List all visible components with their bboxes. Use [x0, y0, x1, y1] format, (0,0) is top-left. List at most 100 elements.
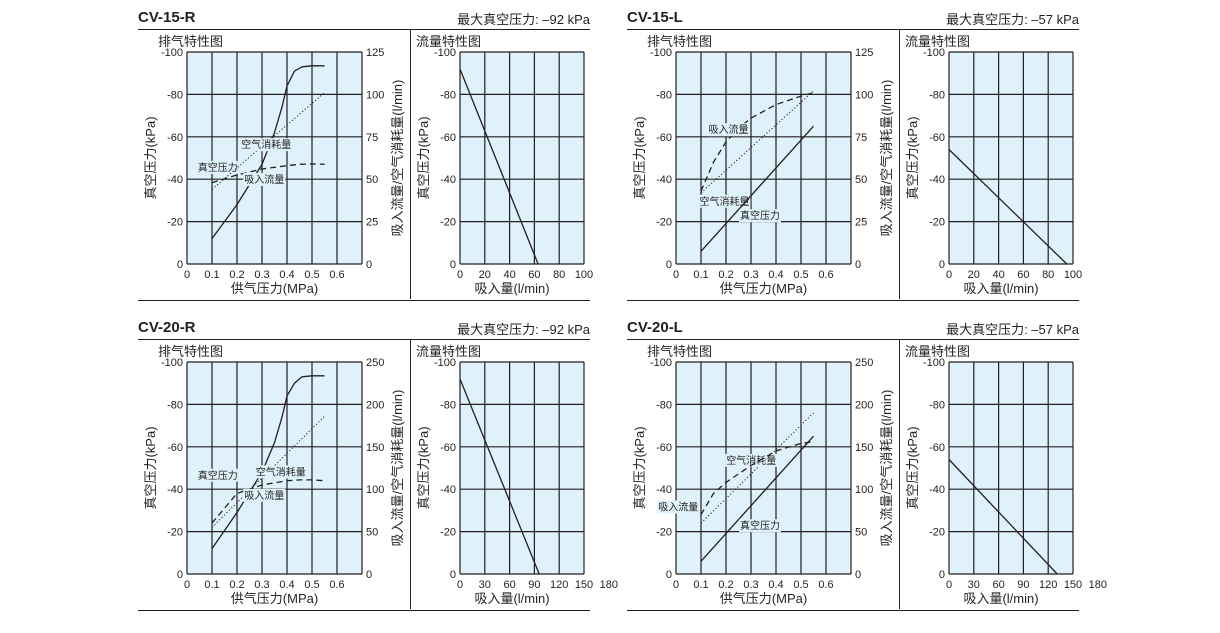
y2-tick-label: 100: [855, 89, 873, 101]
x-tick-label: 40: [503, 269, 515, 281]
series-label: 空气消耗量: [700, 195, 750, 208]
x-tick-label: 150: [575, 579, 593, 591]
plot-area: [460, 362, 584, 574]
y2-tick-label: 75: [855, 132, 867, 144]
y2-tick-label: 50: [855, 527, 867, 539]
exhaust-chart-title: 排气特性图: [158, 34, 224, 49]
series-line: [211, 92, 325, 190]
y-tick-label: -60: [656, 442, 672, 454]
y-tick-label: -80: [929, 89, 945, 101]
y-tick-label: -60: [656, 132, 672, 144]
y-tick-label: -40: [656, 484, 672, 496]
x-tick-label: 0.5: [304, 269, 319, 281]
x-tick-label: 30: [479, 579, 491, 591]
y-tick-label: -100: [161, 47, 183, 59]
y2-tick-label: 0: [366, 259, 372, 271]
x-tick-label: 0.3: [254, 579, 269, 591]
x-tick-label: 180: [600, 579, 618, 591]
panel-divider: [899, 29, 900, 299]
y-tick-label: -60: [167, 442, 183, 454]
y2-tick-label: 75: [366, 132, 378, 144]
x-tick-label: 0.6: [818, 579, 833, 591]
max-vacuum-label: 最大真空压力: –92 kPa: [457, 322, 590, 337]
series-label: 真空压力: [198, 469, 238, 482]
exhaust-chart-title: 排气特性图: [158, 344, 224, 359]
y-tick-label: -100: [434, 47, 456, 59]
panel-frame: [138, 29, 590, 301]
series-line: [700, 435, 814, 562]
x-tick-label: 90: [1017, 579, 1029, 591]
x-axis-title: 供气压力(MPa): [231, 591, 318, 606]
y-tick-label: -40: [440, 174, 456, 186]
y-tick-label: 0: [939, 259, 945, 271]
flow-chart-title: 流量特性图: [416, 34, 482, 49]
exhaust-chart-title: 排气特性图: [647, 34, 713, 49]
y-axis-title: 真空压力(kPa): [416, 426, 431, 509]
model-title: CV-20-L: [627, 319, 683, 336]
model-title: CV-15-R: [138, 9, 196, 26]
y2-axis-title: 吸入流量/空气消耗量(l/min): [390, 390, 405, 547]
series-label-bg: [698, 194, 751, 208]
y2-tick-label: 125: [366, 47, 384, 59]
series-label-bg: [195, 468, 238, 482]
max-vacuum-label: 最大真空压力: –57 kPa: [946, 12, 1079, 27]
series-label: 吸入流量: [658, 501, 698, 514]
y-tick-label: -100: [923, 357, 945, 369]
flow-chart: 0 -20 -40 -60 -80 -100 0 20 40 60 80 100 吸入量(l/min) 真…: [416, 47, 593, 296]
y-tick-label: -20: [656, 217, 672, 229]
series-label: 真空压力: [740, 209, 780, 222]
panel-cv15r: CV-15-R 最大真空压力: –92 kPa 排气特性图 流量特性图 0 -20…: [138, 9, 593, 301]
series-line: [459, 378, 540, 575]
x-axis-title: 供气压力(MPa): [231, 281, 318, 296]
series-label-bg: [739, 209, 781, 223]
y-tick-label: -80: [929, 399, 945, 411]
y2-tick-label: 100: [855, 484, 873, 496]
x-tick-label: 0: [184, 579, 190, 591]
y-tick-label: -80: [167, 399, 183, 411]
panel-cv20r: CV-20-R 最大真空压力: –92 kPa 排气特性图 流量特性图 0 -20…: [138, 319, 618, 611]
y-tick-label: 0: [177, 569, 183, 581]
plot-area: [676, 52, 851, 264]
series-line: [700, 441, 814, 515]
x-tick-label: 60: [1017, 269, 1029, 281]
y-axis-title: 真空压力(kPa): [905, 116, 920, 199]
y-tick-label: -60: [167, 132, 183, 144]
panel-frame: [138, 339, 590, 611]
y-tick-label: -80: [440, 399, 456, 411]
series-label-bg: [254, 465, 307, 479]
series-label-bg: [739, 519, 781, 533]
y-tick-label: -100: [923, 47, 945, 59]
series-line: [700, 412, 814, 524]
series-label: 空气消耗量: [726, 454, 776, 467]
x-tick-label: 0.3: [743, 269, 758, 281]
x-tick-label: 80: [553, 269, 565, 281]
x-tick-label: 0.2: [229, 269, 244, 281]
series-label: 吸入流量: [244, 489, 284, 502]
y-tick-label: 0: [666, 569, 672, 581]
x-tick-label: 30: [968, 579, 980, 591]
y-tick-label: -100: [434, 357, 456, 369]
y2-axis-title: 吸入流量/空气消耗量(l/min): [390, 80, 405, 237]
series-line: [211, 163, 325, 184]
x-tick-label: 0.1: [204, 269, 219, 281]
flow-chart-title: 流量特性图: [416, 344, 482, 359]
y2-tick-label: 250: [855, 357, 873, 369]
x-tick-label: 150: [1064, 579, 1082, 591]
series-line: [948, 149, 1068, 265]
y-tick-label: -20: [167, 527, 183, 539]
panel-cv15l: CV-15-L 最大真空压力: –57 kPa 排气特性图 流量特性图 0 -20…: [627, 9, 1082, 301]
y-tick-label: -20: [929, 527, 945, 539]
y-axis-title: 真空压力(kPa): [632, 116, 647, 199]
x-tick-label: 0.5: [793, 269, 808, 281]
model-title: CV-20-R: [138, 319, 196, 336]
y-tick-label: 0: [450, 569, 456, 581]
series-label-bg: [240, 138, 293, 152]
x-tick-label: 100: [575, 269, 593, 281]
plot-area: [949, 362, 1073, 574]
y-tick-label: -20: [440, 217, 456, 229]
y2-tick-label: 0: [855, 569, 861, 581]
flow-chart: 0 -20 -40 -60 -80 -100 0 30 60 90 120 150 180 吸入量(l/m…: [416, 357, 618, 606]
y-tick-label: -20: [167, 217, 183, 229]
x-tick-label: 60: [992, 579, 1004, 591]
x-tick-label: 100: [1064, 269, 1082, 281]
